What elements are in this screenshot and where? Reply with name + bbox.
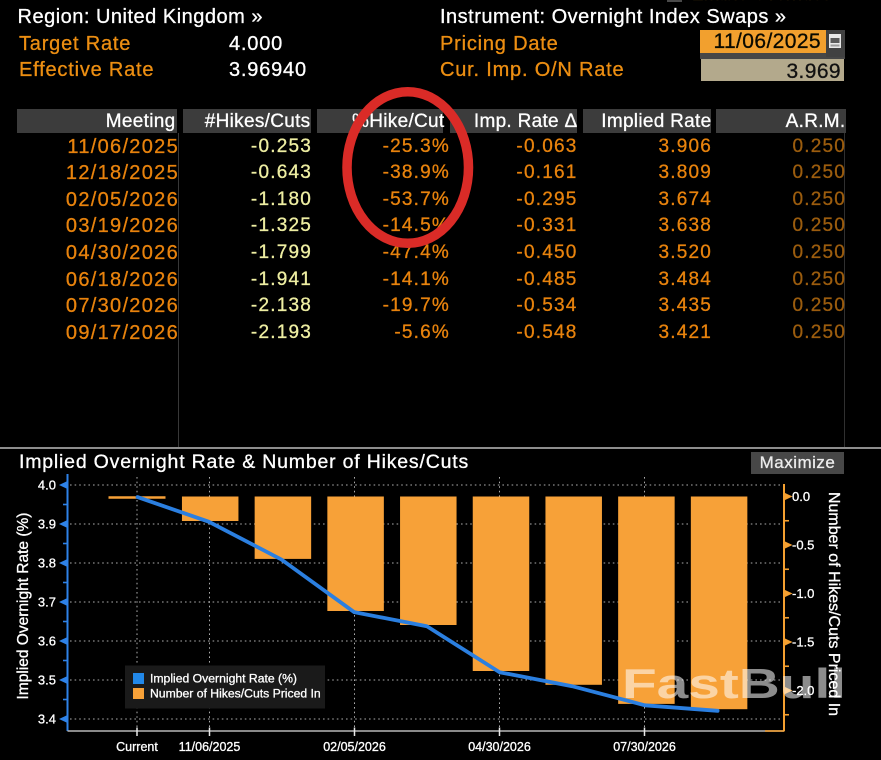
svg-text:3.4: 3.4 bbox=[38, 712, 56, 727]
svg-text:04/30/2026: 04/30/2026 bbox=[468, 740, 531, 754]
svg-text:3.9: 3.9 bbox=[38, 517, 56, 532]
svg-text:3.5: 3.5 bbox=[38, 673, 56, 688]
svg-text:Current: Current bbox=[116, 740, 158, 754]
svg-text:-2.0: -2.0 bbox=[792, 683, 814, 698]
svg-text:-1.0: -1.0 bbox=[792, 586, 814, 601]
svg-text:Implied Overnight Rate (%): Implied Overnight Rate (%) bbox=[15, 513, 32, 700]
svg-text:Number of Hikes/Cuts Priced In: Number of Hikes/Cuts Priced In bbox=[825, 492, 842, 716]
svg-text:07/30/2026: 07/30/2026 bbox=[613, 740, 676, 754]
svg-text:Implied Overnight Rate (%): Implied Overnight Rate (%) bbox=[150, 672, 297, 686]
svg-text:-1.5: -1.5 bbox=[792, 635, 814, 650]
svg-text:-0.5: -0.5 bbox=[792, 538, 814, 553]
svg-text:3.6: 3.6 bbox=[38, 634, 56, 649]
svg-text:4.0: 4.0 bbox=[38, 478, 56, 493]
svg-text:0.0: 0.0 bbox=[792, 489, 810, 504]
svg-text:Number of Hikes/Cuts Priced In: Number of Hikes/Cuts Priced In bbox=[150, 687, 321, 701]
svg-text:11/06/2025: 11/06/2025 bbox=[179, 740, 241, 754]
svg-text:02/05/2026: 02/05/2026 bbox=[323, 740, 386, 754]
svg-text:3.8: 3.8 bbox=[38, 556, 56, 571]
svg-text:3.7: 3.7 bbox=[38, 595, 56, 610]
